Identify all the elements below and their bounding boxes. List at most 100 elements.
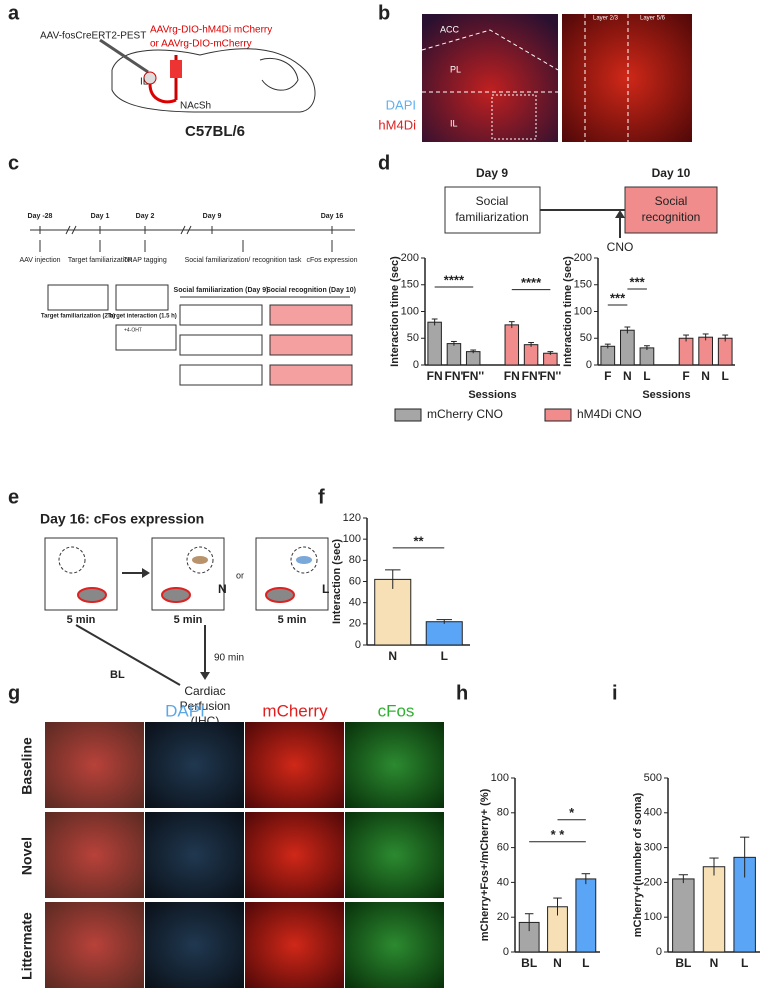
x-tick-label: FN': [522, 369, 541, 383]
row-label: Baseline: [19, 737, 35, 795]
row-label: Novel: [19, 837, 35, 875]
event-label: AAV injection: [19, 257, 60, 264]
micrograph: [145, 722, 244, 808]
brain-outline: [111, 48, 316, 113]
mouse: [77, 587, 107, 603]
bar: [620, 329, 635, 366]
legend-label: mCherry CNO: [427, 407, 503, 421]
y-tick-label: 200: [401, 252, 419, 264]
y-tick-label: 100: [343, 533, 361, 545]
y-tick-label: 0: [503, 946, 509, 958]
arrow-head: [200, 672, 210, 680]
drug-label: CNO: [607, 240, 634, 254]
bar: [543, 352, 558, 366]
box-label: Social familiarization (Day 9): [174, 287, 269, 294]
strain-label: C57BL/6: [185, 123, 245, 140]
stage-label: familiarization: [455, 210, 528, 224]
day-label: Day 10: [652, 166, 691, 180]
mouse: [265, 587, 295, 603]
y-tick-label: 150: [574, 279, 592, 291]
y-tick-label: 500: [644, 772, 662, 784]
region-label: PL: [450, 64, 461, 74]
x-tick-label: N: [553, 956, 562, 970]
x-tick-label: FN': [444, 369, 463, 383]
layer-label: Layer 5/6: [640, 16, 666, 22]
inset-box: [491, 94, 537, 140]
y-tick-label: 0: [586, 359, 592, 371]
bar: [672, 878, 695, 953]
day-label: Day 1: [91, 213, 110, 220]
stage-label: recognition: [642, 210, 701, 224]
duration: 5 min: [278, 614, 307, 626]
bar: [427, 321, 442, 366]
day-label: Day -28: [28, 213, 53, 220]
outcome-label: Perfusion: [180, 699, 231, 713]
region-label: IL: [450, 118, 458, 128]
syringe-body: [170, 60, 182, 78]
y-tick-label: 50: [580, 332, 592, 344]
x-tick-label: BL: [675, 956, 691, 970]
stage-label: Social: [476, 194, 509, 208]
x-tick-label: FN'': [540, 369, 562, 383]
x-tick-label: BL: [521, 956, 537, 970]
row-label: Littermate: [19, 912, 35, 980]
micrograph: [245, 722, 344, 808]
y-tick-label: 0: [656, 946, 662, 958]
projection: [148, 83, 177, 104]
y-tick-label: 60: [349, 575, 361, 587]
protocol-box: [115, 324, 177, 351]
x-tick-label: FN: [427, 369, 443, 383]
y-tick-label: 80: [349, 554, 361, 566]
drug-label: +4-OHT: [124, 327, 142, 333]
cup: [290, 546, 318, 574]
region-label: ACC: [440, 24, 460, 34]
arrow: [75, 624, 181, 686]
y-tick-label: 20: [349, 618, 361, 630]
x-tick-label: L: [441, 649, 448, 663]
outcome-label: Cardiac: [184, 684, 225, 698]
bar: [639, 347, 655, 366]
baseline-label: BL: [110, 669, 125, 681]
significance-label: **: [413, 533, 424, 548]
bar: [425, 621, 463, 646]
x-tick-label: L: [643, 369, 650, 383]
x-tick-label: N: [701, 369, 710, 383]
protocol-box: [269, 304, 353, 326]
y-tick-label: 100: [644, 911, 662, 923]
duration: 5 min: [67, 614, 96, 626]
region-boundary: [421, 29, 559, 93]
bar: [523, 344, 539, 366]
channel-label: mCherry: [262, 701, 328, 720]
significance-label: * *: [551, 827, 566, 842]
x-tick-label: L: [722, 369, 729, 383]
y-axis-label: Interaction time (sec): [389, 256, 401, 367]
target-mouse: [296, 556, 312, 564]
arrow-head: [142, 568, 150, 578]
y-tick-label: 20: [497, 911, 509, 923]
micrograph: [345, 722, 444, 808]
event-label: TRAP tagging: [123, 257, 167, 264]
x-tick-label: N: [623, 369, 632, 383]
micrograph: [145, 902, 244, 988]
vector-label: AAV-fosCreERT2-PEST: [40, 31, 146, 42]
protocol-box: [179, 364, 263, 386]
target-label: L: [322, 582, 329, 596]
channel-label: DAPI: [165, 701, 205, 720]
bar: [698, 336, 713, 366]
cup: [186, 546, 214, 574]
panel-label: d: [378, 152, 390, 174]
y-tick-label: 40: [497, 876, 509, 888]
y-axis-label: Interaction time (sec): [562, 256, 574, 367]
micrograph: [345, 812, 444, 898]
histology-image: [562, 14, 692, 142]
event-label: Social familiarization/ recognition task: [185, 257, 302, 264]
channel-label: cFos: [378, 701, 415, 720]
micrograph: [45, 902, 144, 988]
y-tick-label: 0: [413, 359, 419, 371]
protocol-box: [269, 334, 353, 356]
bar: [504, 324, 520, 366]
cerebellum: [259, 57, 299, 91]
y-tick-label: 60: [497, 842, 509, 854]
protocol-box: [179, 304, 263, 326]
